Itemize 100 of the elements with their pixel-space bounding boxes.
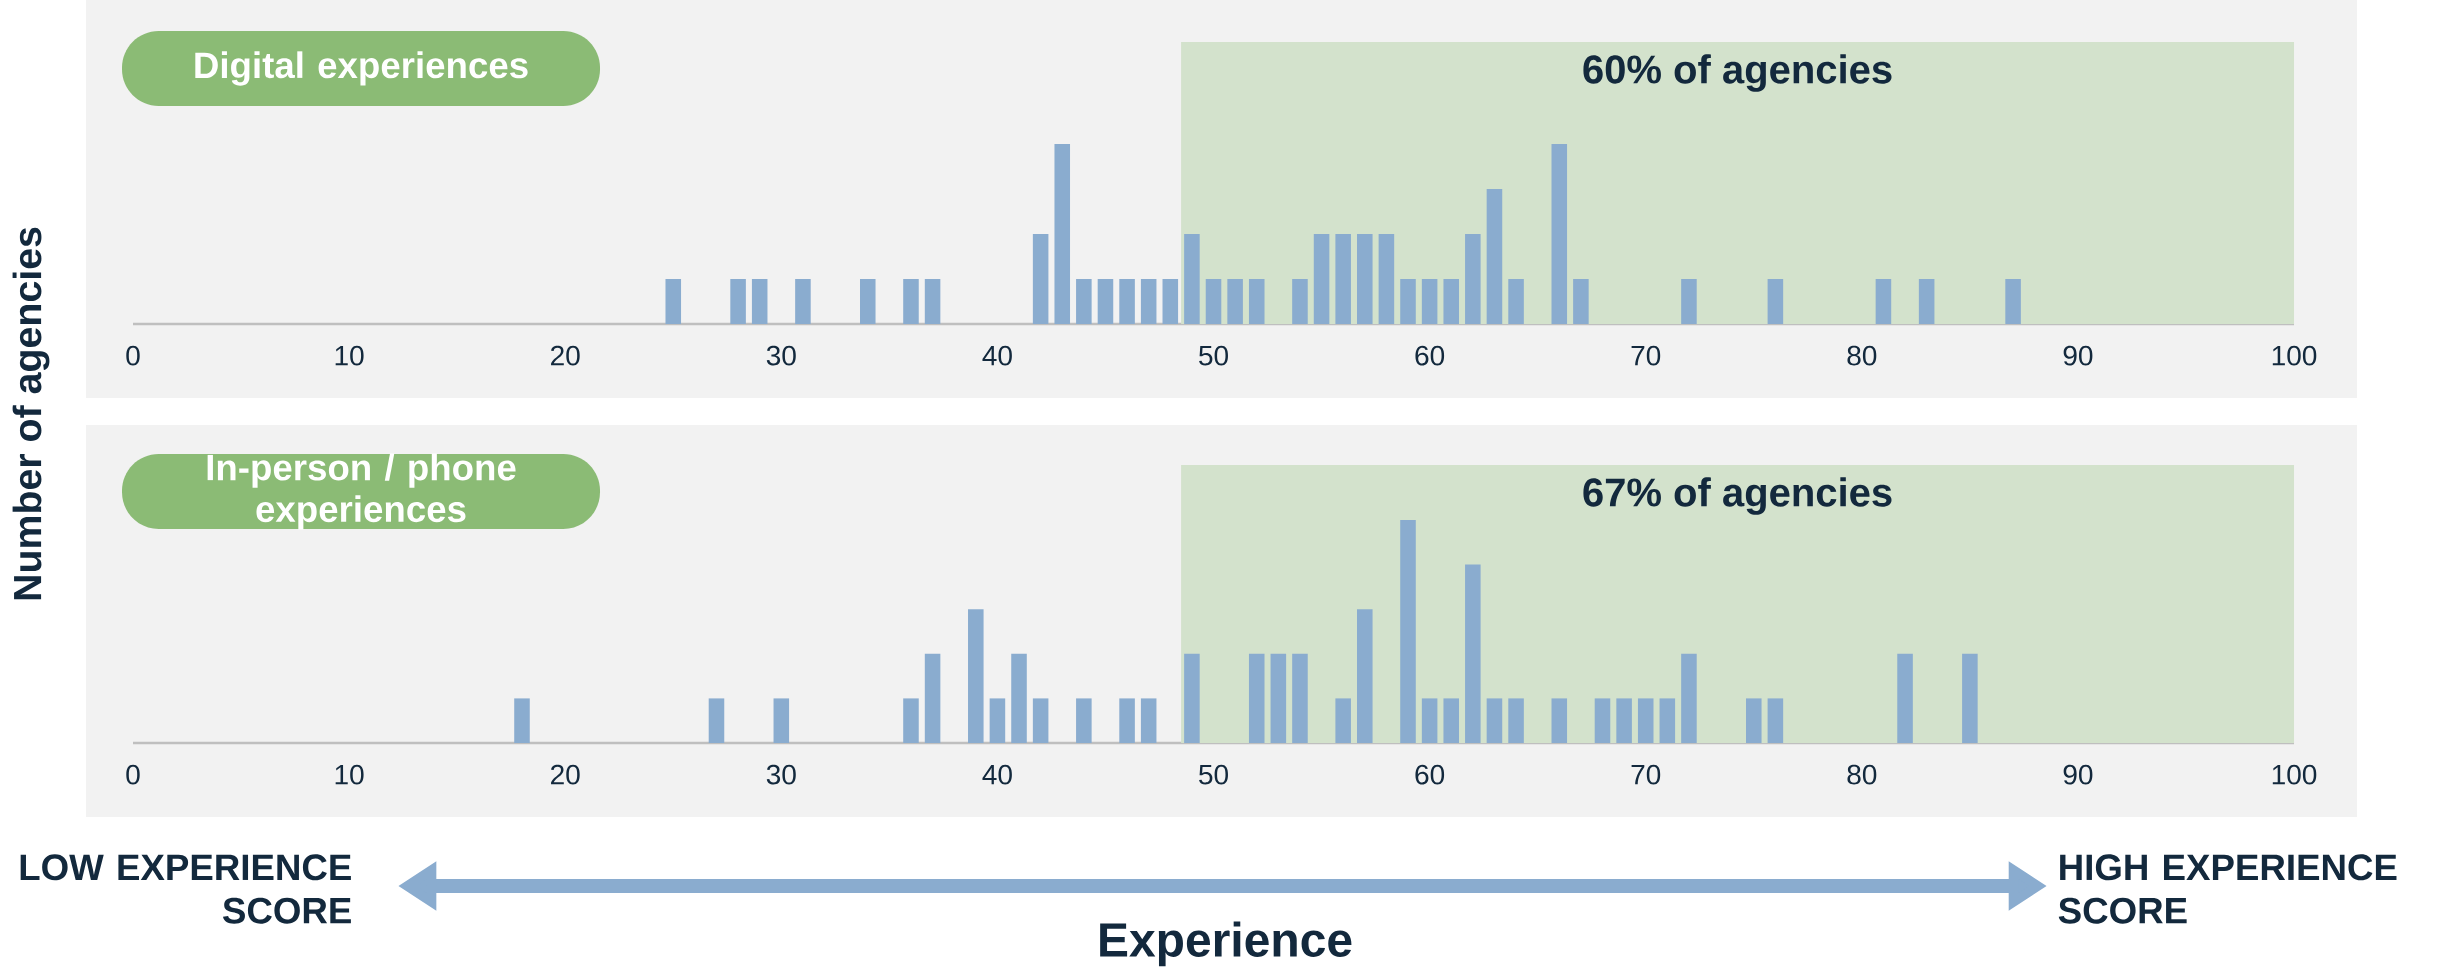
x-tick-label: 30 <box>766 764 796 785</box>
x-tick-label: 70 <box>1631 345 1661 366</box>
x-tick-label: 90 <box>2063 764 2093 785</box>
bar <box>1313 234 1330 324</box>
bar <box>665 279 682 324</box>
bar <box>859 279 876 324</box>
bar <box>1681 653 1697 743</box>
bar <box>1421 279 1438 324</box>
bar <box>1140 698 1157 743</box>
x-tick-label: 60 <box>1415 345 1445 366</box>
y-axis-title: Number of agencies <box>12 227 50 600</box>
bar <box>1508 698 1524 743</box>
band-label: 60% of agencies <box>1583 54 1892 92</box>
bar <box>1681 279 1697 324</box>
bar <box>1032 234 1049 324</box>
x-tick-label: 80 <box>1847 764 1877 785</box>
bar <box>1551 698 1568 743</box>
bar <box>1745 698 1762 743</box>
x-tick-label: 100 <box>2272 764 2317 785</box>
bar <box>968 609 984 743</box>
bar <box>1205 279 1222 324</box>
bar <box>1637 698 1654 743</box>
bar <box>1465 234 1481 324</box>
bar <box>1767 279 1784 324</box>
x-tick-label: 30 <box>766 345 796 366</box>
bar <box>1659 698 1676 743</box>
bar <box>1227 279 1243 324</box>
bar <box>751 279 768 324</box>
x-tick-label: 50 <box>1199 764 1228 785</box>
bar <box>730 279 746 324</box>
bar <box>1119 698 1135 743</box>
bar <box>903 279 919 324</box>
bar <box>1400 519 1416 743</box>
x-tick-label: 20 <box>551 764 580 785</box>
bar <box>1184 234 1200 324</box>
bar <box>1270 653 1287 743</box>
x-tick-label: 40 <box>982 764 1012 785</box>
text: Digital experiences <box>195 51 528 86</box>
x-tick-label: 100 <box>2272 345 2317 366</box>
bar <box>1897 653 1913 743</box>
bar <box>1248 653 1265 743</box>
bar <box>773 698 790 743</box>
bar <box>1097 279 1114 324</box>
bar <box>1378 234 1395 324</box>
bar <box>903 698 919 743</box>
bar <box>1875 279 1892 324</box>
bar <box>1140 279 1157 324</box>
band-label: 67% of agencies <box>1583 477 1892 515</box>
bar <box>1421 698 1438 743</box>
bar <box>924 279 941 324</box>
x-tick-label: 60 <box>1415 764 1445 785</box>
bar <box>1357 609 1373 743</box>
bar <box>1508 279 1524 324</box>
x-axis-title: Experience <box>1100 921 1352 967</box>
bar <box>1443 698 1460 743</box>
bar <box>1162 279 1179 324</box>
bar <box>924 653 941 743</box>
x-tick-label: 70 <box>1631 764 1661 785</box>
bar <box>1292 653 1308 743</box>
bar <box>1443 279 1460 324</box>
bar <box>1465 564 1481 743</box>
bar <box>1335 234 1351 324</box>
x-tick-label: 90 <box>2063 345 2093 366</box>
bar <box>1054 144 1071 324</box>
bar <box>989 698 1006 743</box>
bar <box>1119 279 1135 324</box>
bar <box>1011 653 1027 743</box>
x-tick-label: 10 <box>335 345 364 366</box>
x-tick-label: 40 <box>982 345 1012 366</box>
bar <box>1076 698 1092 743</box>
text: HIGH EXPERIENCE SCORE <box>2058 854 2397 924</box>
bar <box>2005 279 2021 324</box>
annotation: In-person / phone experiences <box>207 453 516 530</box>
bar <box>1076 279 1092 324</box>
bar <box>1184 653 1200 743</box>
x-tick-label: 0 <box>126 764 140 785</box>
x-tick-label: 50 <box>1199 345 1228 366</box>
bar <box>1032 698 1049 743</box>
bar <box>1292 279 1308 324</box>
bar <box>1573 279 1589 324</box>
bar <box>1767 698 1784 743</box>
bar <box>795 279 811 324</box>
bar <box>1335 698 1351 743</box>
bar <box>1594 698 1611 743</box>
bar <box>514 698 530 743</box>
bar <box>708 698 725 743</box>
bar <box>1616 698 1632 743</box>
text: LOW EXPERIENCE SCORE <box>20 854 351 924</box>
bar <box>1551 144 1568 324</box>
x-tick-label: 10 <box>335 764 364 785</box>
bar <box>1486 698 1503 743</box>
x-tick-label: 0 <box>126 345 140 366</box>
bar <box>1248 279 1265 324</box>
x-tick-label: 80 <box>1847 345 1877 366</box>
x-tick-label: 20 <box>551 345 580 366</box>
bar <box>1400 279 1416 324</box>
bar <box>1962 653 1978 743</box>
bar <box>1357 234 1373 324</box>
bar <box>1486 189 1503 324</box>
bar <box>1918 279 1935 324</box>
